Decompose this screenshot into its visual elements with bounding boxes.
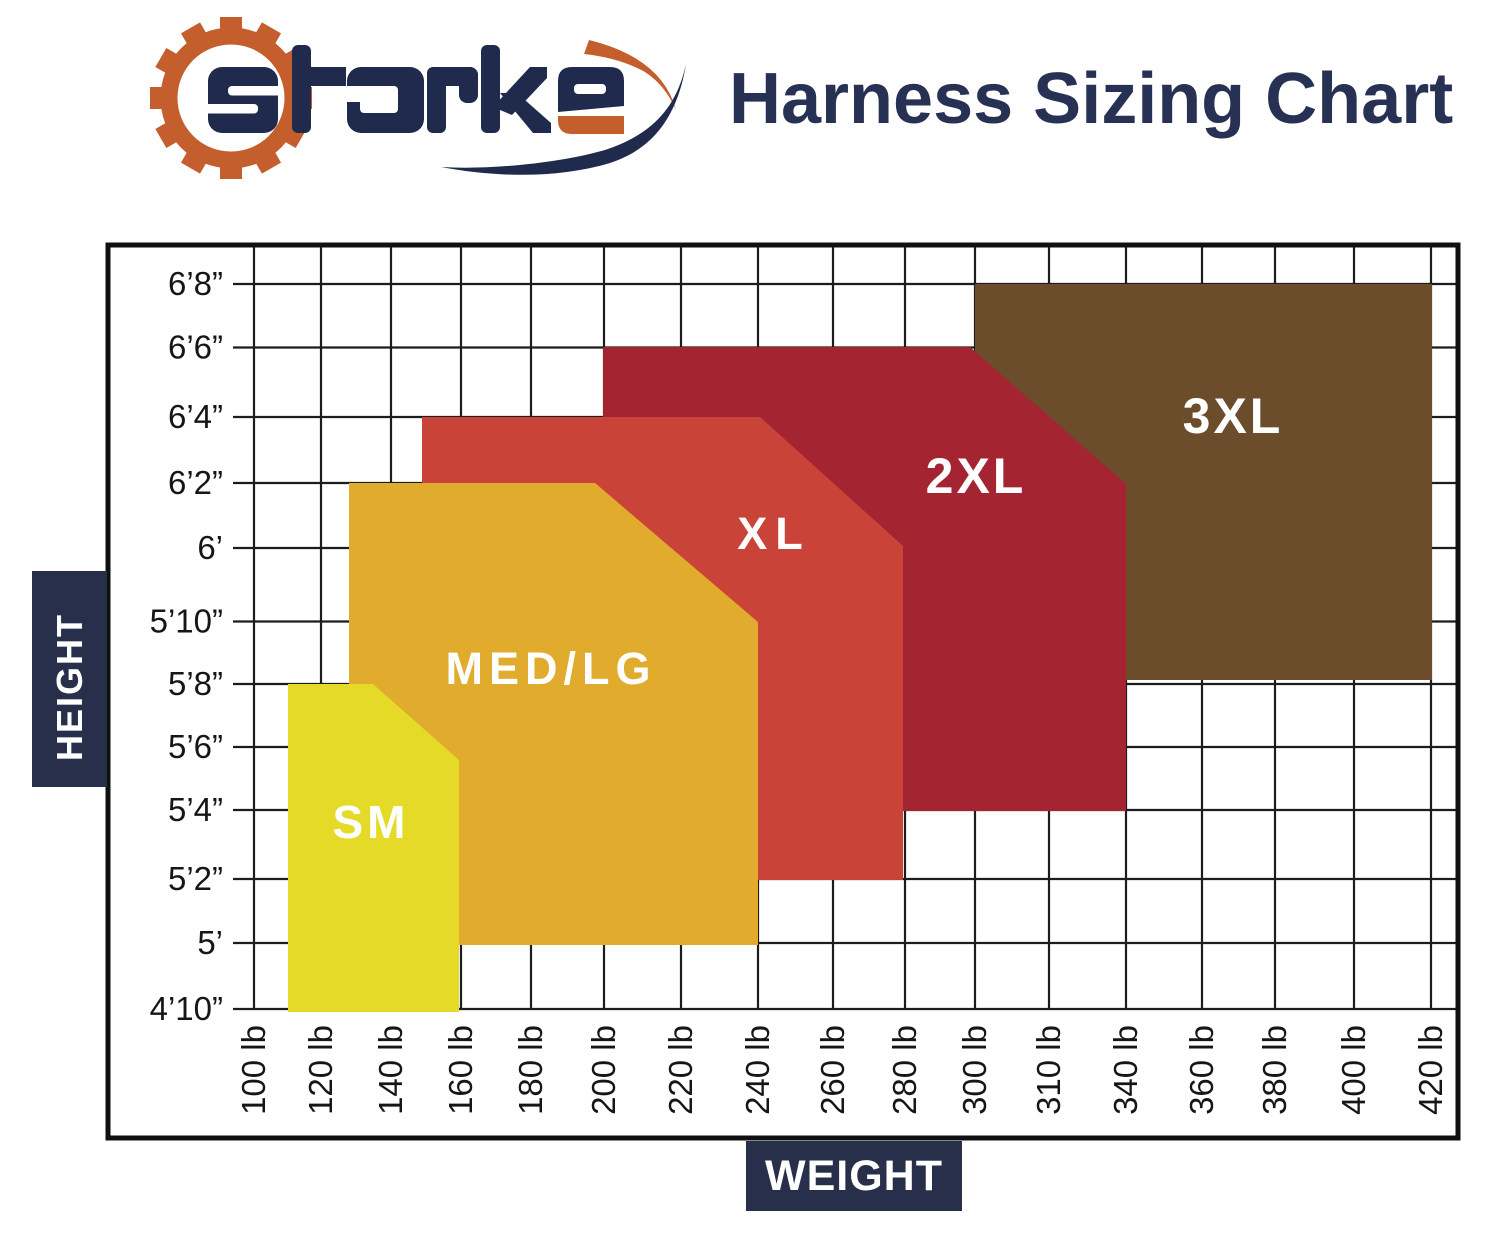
svg-text:5’: 5’ (197, 924, 223, 961)
svg-text:220 lb: 220 lb (662, 1025, 699, 1115)
svg-text:4’10”: 4’10” (150, 990, 223, 1027)
svg-text:HEIGHT: HEIGHT (49, 613, 90, 761)
svg-text:400 lb: 400 lb (1335, 1025, 1372, 1115)
svg-text:5’6”: 5’6” (168, 728, 223, 765)
svg-text:XL: XL (737, 508, 811, 559)
svg-text:MED/LG: MED/LG (446, 643, 657, 694)
svg-text:300 lb: 300 lb (956, 1025, 993, 1115)
svg-text:140 lb: 140 lb (372, 1025, 409, 1115)
svg-text:360 lb: 360 lb (1183, 1025, 1220, 1115)
svg-text:180 lb: 180 lb (512, 1025, 549, 1115)
svg-text:240 lb: 240 lb (739, 1025, 776, 1115)
svg-text:Harness Sizing Chart: Harness Sizing Chart (729, 59, 1453, 139)
svg-text:420 lb: 420 lb (1412, 1025, 1449, 1115)
svg-text:160 lb: 160 lb (442, 1025, 479, 1115)
svg-text:6’: 6’ (197, 529, 223, 566)
svg-text:5’2”: 5’2” (168, 860, 223, 897)
svg-text:5’4”: 5’4” (168, 791, 223, 828)
svg-text:WEIGHT: WEIGHT (765, 1152, 943, 1200)
svg-text:280 lb: 280 lb (886, 1025, 923, 1115)
svg-text:120 lb: 120 lb (302, 1025, 339, 1115)
svg-text:340 lb: 340 lb (1107, 1025, 1144, 1115)
svg-text:100 lb: 100 lb (235, 1025, 272, 1115)
svg-text:3XL: 3XL (1183, 388, 1284, 444)
svg-text:6’8”: 6’8” (168, 265, 223, 302)
svg-text:200 lb: 200 lb (585, 1025, 622, 1115)
svg-text:380 lb: 380 lb (1256, 1025, 1293, 1115)
svg-text:6’2”: 6’2” (168, 464, 223, 501)
svg-text:5’10”: 5’10” (150, 603, 223, 640)
svg-text:6’4”: 6’4” (168, 398, 223, 435)
svg-text:SM: SM (333, 796, 410, 848)
svg-text:2XL: 2XL (926, 448, 1027, 504)
svg-text:5’8”: 5’8” (168, 665, 223, 702)
svg-text:6’6”: 6’6” (168, 329, 223, 366)
svg-text:310 lb: 310 lb (1030, 1025, 1067, 1115)
svg-text:260 lb: 260 lb (814, 1025, 851, 1115)
